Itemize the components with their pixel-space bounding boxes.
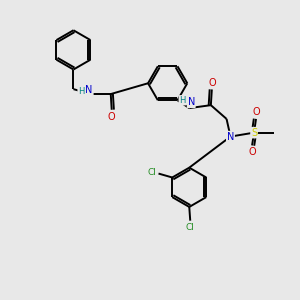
Text: Cl: Cl [147, 168, 156, 177]
Text: N: N [85, 85, 93, 95]
Text: O: O [108, 112, 116, 122]
Text: O: O [208, 78, 216, 88]
Text: O: O [252, 107, 260, 117]
Text: O: O [248, 147, 256, 157]
Text: H: H [78, 87, 85, 96]
Text: H: H [179, 96, 186, 105]
Text: Cl: Cl [186, 223, 195, 232]
Text: N: N [188, 97, 195, 107]
Text: N: N [227, 132, 234, 142]
Text: S: S [251, 128, 257, 138]
